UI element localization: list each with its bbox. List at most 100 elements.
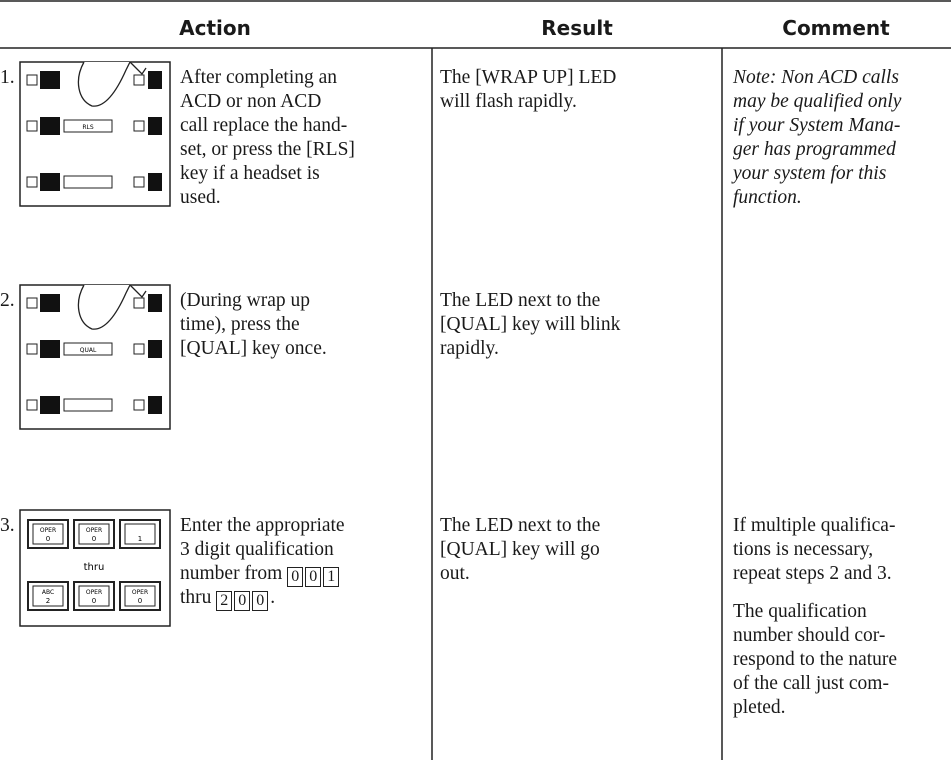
- key-label: 0: [92, 535, 96, 543]
- led-outline: [133, 343, 145, 355]
- result-line: rapidly.: [440, 338, 499, 359]
- column-header: Action: [179, 16, 251, 40]
- action-line: time), press the: [180, 314, 300, 335]
- action-line: key if a headset is: [180, 163, 320, 184]
- keypad-caption: thru: [84, 562, 105, 573]
- action-text: thru: [180, 587, 212, 608]
- key-face: [78, 523, 110, 545]
- phone-illustration: RLS: [19, 61, 171, 207]
- digit-key: 2: [216, 591, 233, 611]
- hand: [77, 284, 147, 330]
- action-line: 3 digit qualification: [180, 539, 334, 560]
- led-outline: [26, 343, 38, 355]
- hand: [77, 61, 147, 107]
- action-line: (During wrap up: [180, 290, 310, 311]
- comment-line: number should cor-: [733, 625, 886, 646]
- result-line: out.: [440, 563, 470, 584]
- result-line: will flash rapidly.: [440, 91, 577, 112]
- key-label: OPER: [86, 589, 102, 596]
- led: [40, 396, 60, 414]
- phone-illustration: QUAL: [19, 284, 171, 430]
- key-face: [124, 523, 156, 545]
- key-label: 0: [138, 597, 142, 605]
- comment-line: your system for this: [733, 163, 887, 184]
- comment-line: pleted.: [733, 697, 786, 718]
- key-face: [78, 585, 110, 607]
- comment-line: If multiple qualifica-: [733, 515, 896, 536]
- key-label: OPER: [86, 527, 102, 534]
- result-line: [QUAL] key will go: [440, 539, 600, 560]
- led: [148, 294, 162, 312]
- led-outline: [133, 297, 145, 309]
- comment-line: of the call just com-: [733, 673, 889, 694]
- comment-line: tions is necessary,: [733, 539, 874, 560]
- led: [40, 340, 60, 358]
- comment-line: ger has programmed: [733, 139, 896, 160]
- action-line: [QUAL] key once.: [180, 338, 327, 359]
- led: [148, 117, 162, 135]
- led-outline: [26, 120, 38, 132]
- digit-key: 0: [234, 591, 251, 611]
- led-outline: [133, 176, 145, 188]
- key-label: OPER: [132, 589, 148, 596]
- digit-key: 0: [287, 567, 304, 587]
- led: [40, 71, 60, 89]
- key-label: 0: [46, 535, 50, 543]
- led-outline: [26, 399, 38, 411]
- comment-line: respond to the nature: [733, 649, 898, 670]
- led-outline: [133, 74, 145, 86]
- action-line: Enter the appropriate: [180, 515, 345, 536]
- result-line: The LED next to the: [440, 290, 601, 311]
- comment-line: Note: Non ACD calls: [733, 67, 899, 88]
- key: [63, 398, 113, 412]
- key: [63, 175, 113, 189]
- led: [148, 173, 162, 191]
- comment-line: may be qualified only: [733, 91, 902, 112]
- action-text: number from: [180, 563, 283, 584]
- led: [40, 173, 60, 191]
- key-label: 0: [92, 597, 96, 605]
- result-line: [QUAL] key will blink: [440, 314, 621, 335]
- key-label: RLS: [82, 124, 94, 131]
- key-label: 2: [46, 597, 50, 605]
- key-face: [124, 585, 156, 607]
- led: [148, 340, 162, 358]
- key: [63, 342, 113, 356]
- key-label: ABC: [42, 589, 54, 596]
- led-outline: [26, 176, 38, 188]
- led: [148, 71, 162, 89]
- step-number: 2.: [0, 290, 15, 311]
- key-label: OPER: [40, 527, 56, 534]
- key-face: [32, 523, 64, 545]
- result-line: The [WRAP UP] LED: [440, 67, 617, 88]
- led-outline: [26, 297, 38, 309]
- action-line: After completing an: [180, 67, 338, 88]
- comment-line: if your System Mana-: [733, 115, 901, 136]
- digit-key: 0: [305, 567, 322, 587]
- column-header: Result: [541, 16, 613, 40]
- action-line: ACD or non ACD: [180, 91, 322, 112]
- key: [63, 119, 113, 133]
- key-face: [32, 585, 64, 607]
- key-label: QUAL: [80, 347, 97, 354]
- result-line: The LED next to the: [440, 515, 601, 536]
- digit-key: 0: [252, 591, 269, 611]
- action-line: used.: [180, 187, 221, 208]
- action-line: set, or press the [RLS]: [180, 139, 355, 160]
- led: [40, 117, 60, 135]
- led-outline: [26, 74, 38, 86]
- step-number: 1.: [0, 67, 15, 88]
- key-label: 1: [138, 535, 142, 543]
- digit-key: 1: [323, 567, 340, 587]
- action-line: call replace the hand-: [180, 115, 348, 136]
- led-outline: [133, 120, 145, 132]
- step-number: 3.: [0, 515, 15, 536]
- column-header: Comment: [782, 16, 890, 40]
- comment-line: The qualification: [733, 601, 867, 622]
- led: [148, 396, 162, 414]
